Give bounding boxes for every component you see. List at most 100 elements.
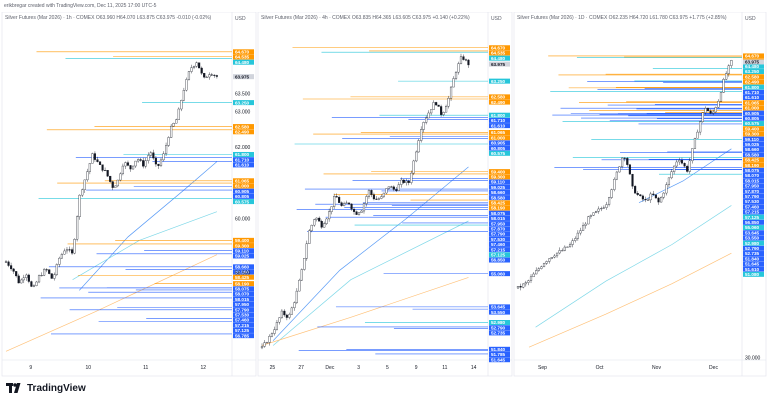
candle-body bbox=[350, 203, 353, 210]
current-price-label: 63.975 bbox=[235, 74, 249, 79]
candle-body bbox=[422, 122, 425, 130]
level-tag bbox=[233, 286, 254, 292]
level-tag bbox=[489, 174, 510, 180]
level-tag-label: 59.400 bbox=[491, 169, 505, 174]
candle-body bbox=[717, 100, 720, 108]
level-tag-label: 58.075 bbox=[491, 211, 505, 216]
candle-body bbox=[308, 230, 311, 244]
candle-body bbox=[412, 160, 415, 174]
candle-body bbox=[548, 258, 551, 262]
level-tag bbox=[743, 214, 764, 220]
level-tag-label: 61.800 bbox=[745, 85, 759, 90]
level-tag bbox=[489, 325, 510, 331]
level-tag-label: 58.580 bbox=[491, 195, 505, 200]
moving-average-3 bbox=[261, 277, 469, 346]
candle-body bbox=[602, 207, 605, 209]
level-tag-label: 56.850 bbox=[745, 220, 759, 225]
candle-body bbox=[699, 121, 702, 133]
candle-body bbox=[63, 250, 66, 255]
level-tag-label: 61.710 bbox=[491, 118, 505, 123]
level-tag-label: 57.950 bbox=[745, 184, 759, 189]
candle-body bbox=[93, 153, 97, 160]
candle-body bbox=[58, 257, 61, 265]
candle-body bbox=[652, 193, 655, 196]
level-tag-label: 59.025 bbox=[235, 254, 249, 259]
level-tag bbox=[233, 301, 254, 307]
level-tag bbox=[489, 195, 510, 201]
level-tag bbox=[489, 247, 510, 253]
candle-body bbox=[597, 208, 600, 212]
candle-body bbox=[78, 194, 81, 217]
candle-body bbox=[425, 117, 428, 123]
level-tag bbox=[233, 124, 254, 130]
level-tag-label: 57.870 bbox=[491, 227, 505, 232]
candle-body bbox=[213, 74, 216, 76]
level-tag-label: 63.250 bbox=[745, 69, 759, 74]
candle-body bbox=[631, 173, 634, 187]
candle-body bbox=[40, 275, 43, 277]
candle-body bbox=[584, 223, 587, 226]
candle-body bbox=[318, 217, 321, 222]
level-tag bbox=[743, 84, 764, 90]
candle-body bbox=[402, 179, 405, 183]
level-tag bbox=[489, 55, 510, 61]
candle-body bbox=[452, 78, 455, 88]
level-tag-label: 64.670 bbox=[745, 54, 759, 59]
level-tag-label: 60.575 bbox=[745, 121, 759, 126]
candle-body bbox=[147, 155, 150, 161]
level-tag-label: 61.800 bbox=[491, 113, 505, 118]
candle-body bbox=[165, 145, 168, 154]
level-tag-label: 64.535 bbox=[235, 55, 249, 60]
level-tag-label: 58.070 bbox=[235, 292, 249, 297]
candle-body bbox=[529, 276, 533, 281]
level-tag bbox=[489, 145, 510, 151]
candle-body bbox=[395, 189, 398, 191]
candle-body bbox=[725, 73, 728, 80]
level-tag-label: 53.645 bbox=[491, 305, 505, 310]
candle-body bbox=[532, 273, 535, 278]
level-tag bbox=[233, 183, 254, 189]
candle-body bbox=[566, 246, 569, 248]
candle-body bbox=[542, 263, 546, 267]
level-tag-label: 61.710 bbox=[745, 90, 759, 95]
level-tag bbox=[233, 199, 254, 205]
tradingview-logo[interactable]: TradingView bbox=[6, 382, 86, 394]
candle-body bbox=[190, 67, 193, 72]
level-tag-label: 52.790 bbox=[491, 325, 505, 330]
level-tag-label: 52.980 bbox=[491, 320, 505, 325]
level-tag-label: 57.530 bbox=[745, 199, 759, 204]
candle-body bbox=[139, 159, 142, 161]
candle-body bbox=[464, 59, 468, 61]
level-tag bbox=[489, 179, 510, 185]
level-tag bbox=[489, 45, 510, 51]
candle-body bbox=[210, 74, 213, 76]
level-tag bbox=[743, 240, 764, 246]
time-tick: 27 bbox=[298, 365, 304, 371]
level-tag bbox=[743, 209, 764, 215]
time-tick: 3 bbox=[357, 365, 360, 371]
candle-body bbox=[561, 250, 564, 252]
level-tag bbox=[233, 237, 254, 243]
level-tag bbox=[489, 252, 510, 258]
candle-body bbox=[104, 170, 107, 172]
candle-body bbox=[563, 246, 566, 251]
level-tag-label: 59.110 bbox=[491, 180, 505, 185]
level-tag bbox=[233, 54, 254, 60]
candle-body bbox=[195, 62, 198, 67]
candle-body bbox=[392, 186, 395, 190]
level-tag bbox=[233, 100, 254, 106]
candle-body bbox=[377, 198, 380, 200]
panel-frame bbox=[1, 12, 257, 377]
candle-body bbox=[65, 249, 69, 252]
level-tag-label: 64.535 bbox=[491, 51, 505, 56]
candle-body bbox=[352, 208, 356, 212]
level-tag-label: 51.645 bbox=[745, 262, 759, 267]
candle-body bbox=[50, 273, 53, 279]
chart-title: Silver Futures (Mar 2026) · 4h · COMEX O… bbox=[261, 15, 470, 21]
level-tag-label: 62.580 bbox=[235, 124, 249, 129]
level-tag-label: 57.950 bbox=[491, 221, 505, 226]
candle-body bbox=[519, 286, 522, 288]
level-tag bbox=[489, 236, 510, 242]
candle-body bbox=[686, 165, 689, 172]
time-tick: Sep bbox=[538, 365, 547, 371]
